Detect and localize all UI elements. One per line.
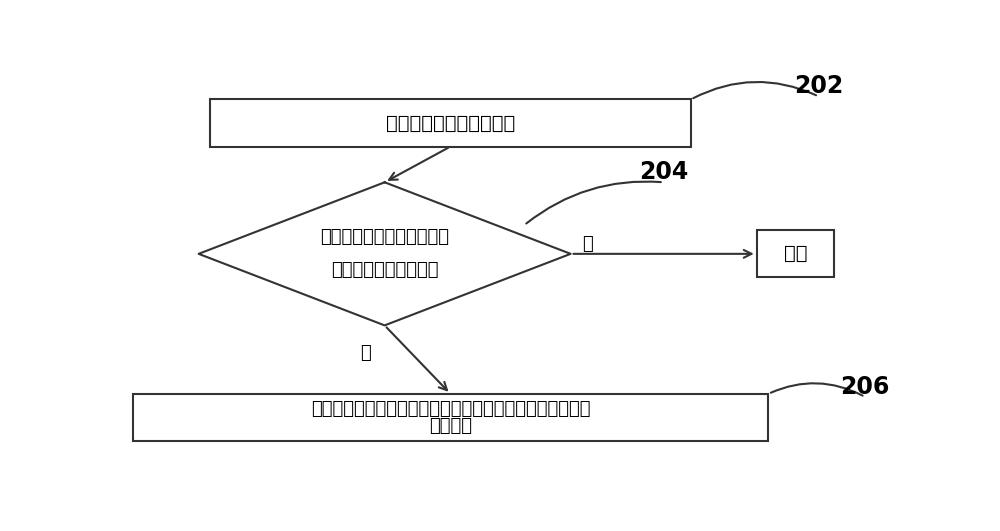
Text: 结束: 结束 bbox=[784, 244, 807, 263]
FancyBboxPatch shape bbox=[210, 99, 691, 147]
FancyBboxPatch shape bbox=[133, 394, 768, 441]
FancyBboxPatch shape bbox=[757, 230, 834, 277]
Text: 断路操作: 断路操作 bbox=[429, 417, 472, 435]
Text: 是: 是 bbox=[360, 344, 371, 362]
Text: 根据电流数据判断配电电路: 根据电流数据判断配电电路 bbox=[320, 228, 449, 246]
Text: 204: 204 bbox=[639, 160, 688, 184]
Polygon shape bbox=[199, 182, 571, 326]
Text: 获取配电电路的电流数据: 获取配电电路的电流数据 bbox=[386, 114, 515, 133]
Text: 向断路器发送保护控制信号指示断路器的断路操作部件执行: 向断路器发送保护控制信号指示断路器的断路操作部件执行 bbox=[311, 400, 590, 418]
Text: 否: 否 bbox=[582, 235, 593, 253]
Text: 202: 202 bbox=[794, 74, 843, 98]
Text: 是否满足保护控制条件: 是否满足保护控制条件 bbox=[331, 261, 438, 279]
Text: 206: 206 bbox=[840, 375, 890, 399]
